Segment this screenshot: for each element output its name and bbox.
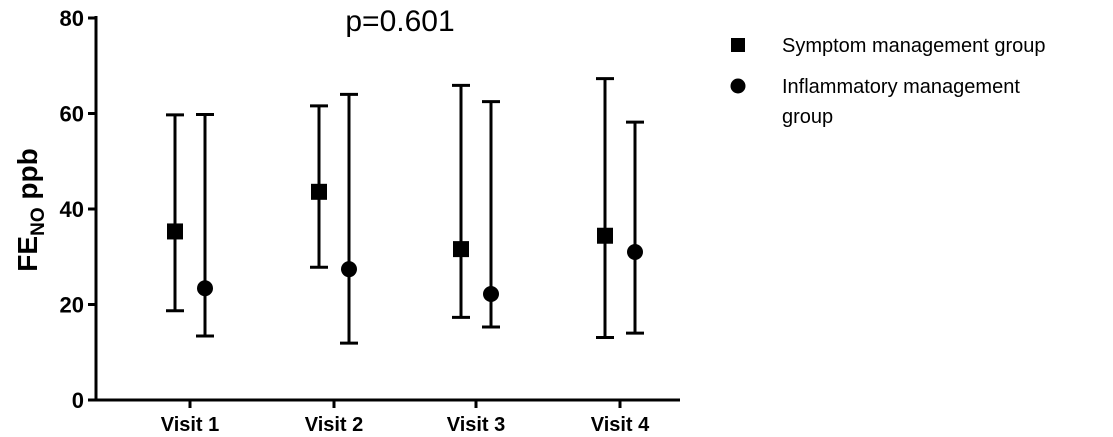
error-bar [626,120,644,335]
error-bar [452,83,470,319]
p-value-annotation: p=0.601 [345,5,454,38]
y-axis-label-subscript: NO [28,207,49,236]
y-axis-label: FENO ppb [12,148,49,271]
data-point-square [311,183,327,200]
x-categories: Visit 1 Visit 2 Visit 3 Visit 4 [161,400,650,436]
y-tick-label: 0 [72,388,84,413]
y-tick-label: 40 [60,197,84,222]
data-point-square [597,227,613,244]
data-point-square [167,223,183,240]
axes [94,16,680,402]
data-point-circle [483,285,499,302]
error-bar [340,92,358,345]
legend-marker-square [731,38,745,52]
x-tick-label: Visit 3 [447,414,506,436]
y-axis-label-unit: ppb [12,148,43,207]
plot-marks [166,77,644,345]
data-point-circle [627,243,643,260]
x-tick-label: Visit 2 [305,414,364,436]
error-bar [596,77,614,339]
y-ticks: 0 20 40 60 80 [60,6,96,413]
legend-label: Symptom management group [782,35,1045,57]
error-bar [166,113,184,313]
y-axis-label-main: FE [12,236,43,272]
legend-marker-circle [730,78,746,94]
data-point-circle [197,280,213,297]
legend-item: Symptom management group [731,35,1045,57]
x-tick-label: Visit 1 [161,414,220,436]
legend: Symptom management group Inflammatory man… [730,35,1045,128]
error-bar [196,112,214,338]
legend-item: Inflammatory management group [730,76,1020,128]
y-tick-label: 20 [60,293,84,318]
x-tick-label: Visit 4 [591,414,650,436]
y-tick-label: 60 [60,102,84,127]
legend-label: Inflammatory management [782,76,1020,98]
y-tick-label: 80 [60,6,84,31]
data-point-circle [341,261,357,278]
legend-label: group [782,106,833,128]
data-point-square [453,241,469,258]
